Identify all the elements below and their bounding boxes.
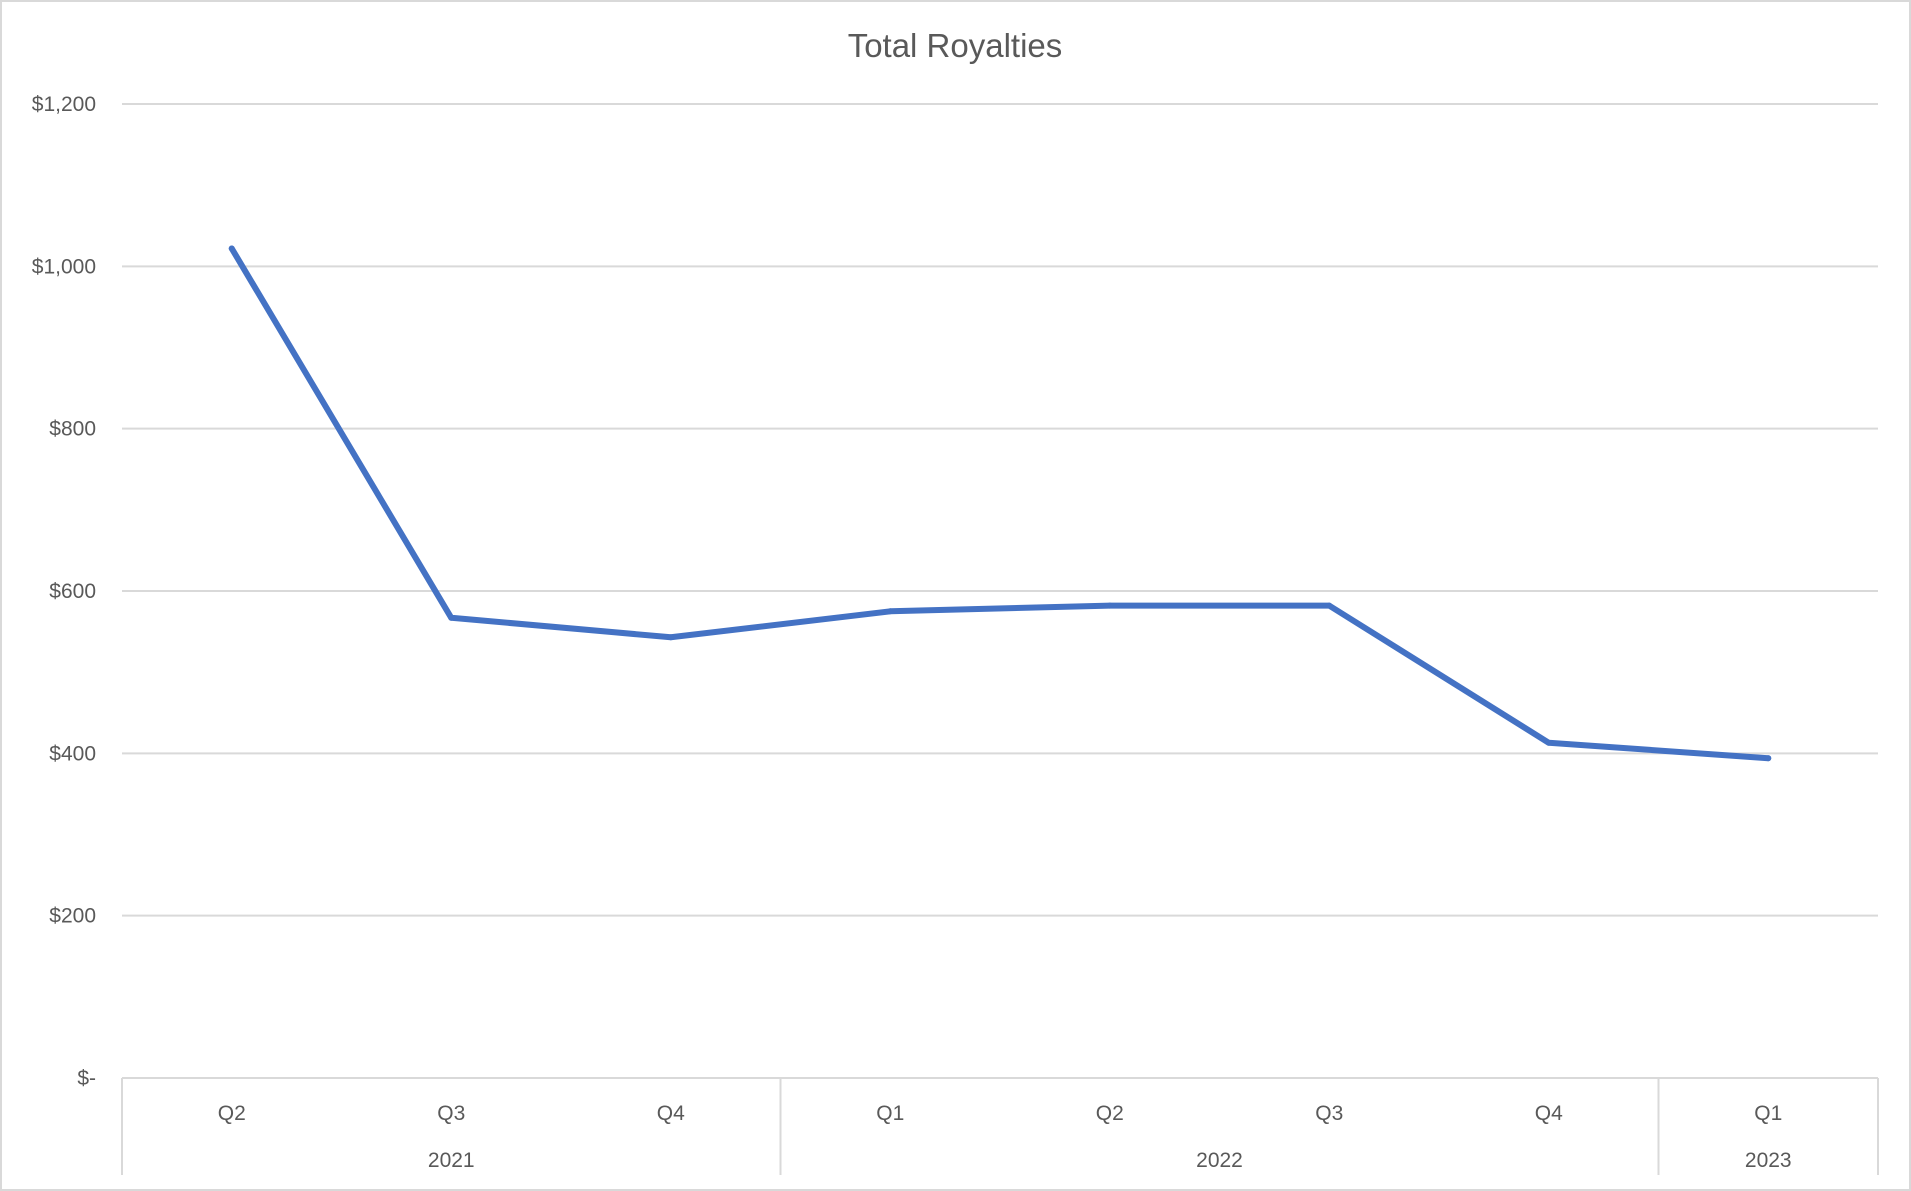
series-line bbox=[228, 245, 1772, 762]
data-point bbox=[1545, 739, 1552, 746]
data-point bbox=[448, 614, 455, 621]
x-tick-label: Q2 bbox=[1096, 1102, 1124, 1125]
x-group-label: 2022 bbox=[1196, 1149, 1243, 1172]
x-tick-label: Q4 bbox=[657, 1102, 685, 1125]
gridlines bbox=[122, 103, 1878, 917]
y-tick-label: $600 bbox=[49, 580, 96, 603]
data-point bbox=[1106, 602, 1113, 609]
data-point bbox=[1326, 602, 1333, 609]
x-axis: Q2 Q3 Q4 Q1 Q2 Q3 Q4 Q1 2021 2022 2023 bbox=[121, 1077, 1879, 1175]
x-tick-label: Q1 bbox=[1754, 1102, 1782, 1125]
y-tick-label: $200 bbox=[49, 905, 96, 928]
y-tick-label: $- bbox=[77, 1067, 96, 1090]
y-tick-label: $1,000 bbox=[32, 255, 96, 278]
data-point bbox=[1765, 755, 1772, 762]
y-axis-ticks: $- $200 $400 $600 $800 $1,000 $1,200 bbox=[32, 93, 96, 1090]
data-point bbox=[887, 608, 894, 615]
series-layer bbox=[228, 245, 1772, 762]
y-tick-label: $800 bbox=[49, 418, 96, 441]
x-group-label: 2023 bbox=[1745, 1149, 1792, 1172]
x-tick-label: Q1 bbox=[876, 1102, 904, 1125]
chart-title: Total Royalties bbox=[848, 27, 1063, 64]
data-point bbox=[667, 634, 674, 641]
x-tick-label: Q3 bbox=[1315, 1102, 1343, 1125]
x-tick-label: Q4 bbox=[1535, 1102, 1563, 1125]
data-point bbox=[228, 245, 235, 252]
y-tick-label: $400 bbox=[49, 742, 96, 765]
x-tick-label: Q3 bbox=[437, 1102, 465, 1125]
y-tick-label: $1,200 bbox=[32, 93, 96, 116]
x-tick-label: Q2 bbox=[218, 1102, 246, 1125]
x-group-label: 2021 bbox=[428, 1149, 475, 1172]
